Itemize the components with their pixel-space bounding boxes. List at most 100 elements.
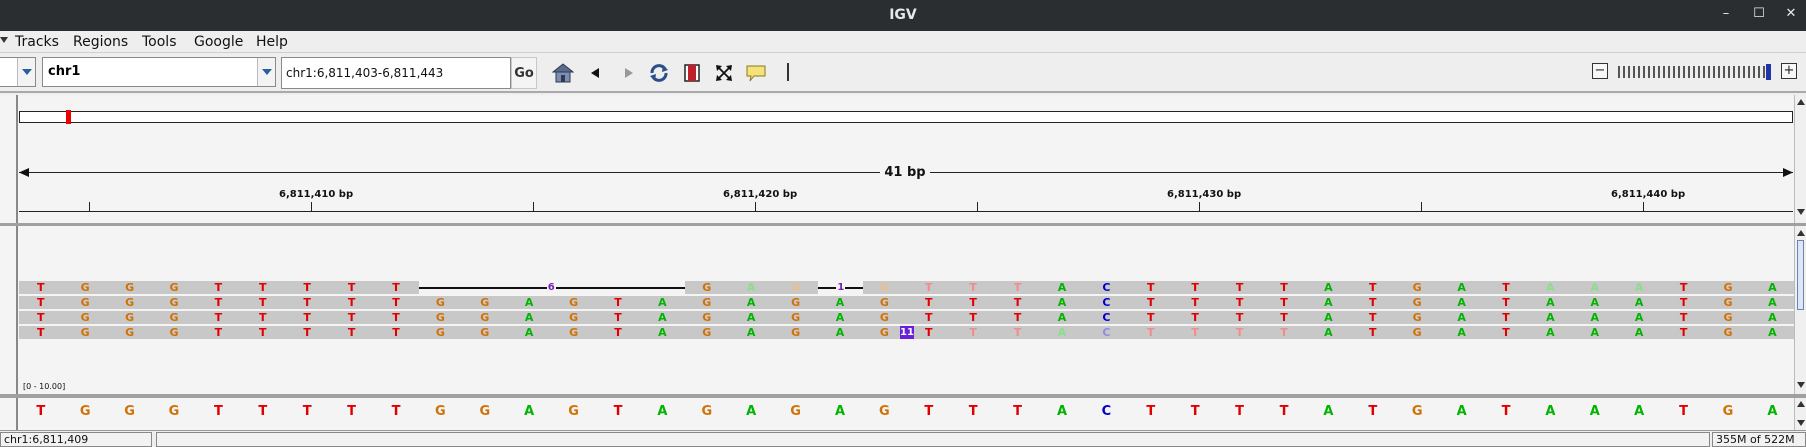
reference-base-A: A xyxy=(1589,404,1600,419)
header-scrollbar[interactable] xyxy=(1794,95,1806,223)
locus-box[interactable] xyxy=(281,57,511,89)
chromosome-select[interactable]: chr1 xyxy=(42,57,276,87)
locus-input[interactable] xyxy=(282,58,510,88)
refresh-icon[interactable] xyxy=(648,63,670,83)
zoom-out-button[interactable]: − xyxy=(1592,63,1608,79)
zoom-level-tick[interactable] xyxy=(1648,66,1650,78)
panel-divider[interactable] xyxy=(0,223,1806,226)
zoom-level-tick[interactable] xyxy=(1618,66,1620,78)
zoom-level-tick[interactable] xyxy=(1623,66,1625,78)
base-A: A xyxy=(658,296,667,309)
menu-tracks[interactable]: Tracks xyxy=(15,34,59,50)
read-segment[interactable] xyxy=(19,281,419,294)
base-A: A xyxy=(524,296,534,309)
minimize-icon[interactable]: – xyxy=(1722,6,1730,21)
zoom-level-tick[interactable] xyxy=(1678,66,1680,78)
menu-overflow-icon[interactable] xyxy=(0,37,8,43)
zoom-level-tick[interactable] xyxy=(1673,66,1675,78)
base-A: A xyxy=(1546,326,1555,339)
scroll-down-icon[interactable] xyxy=(1797,382,1805,388)
resize-icon[interactable] xyxy=(713,63,735,83)
forward-icon[interactable] xyxy=(617,63,639,83)
zoom-level-tick[interactable] xyxy=(1713,66,1715,78)
zoom-level-tick[interactable] xyxy=(1628,66,1630,78)
base-G: G xyxy=(80,311,90,324)
sequence-scrollbar[interactable] xyxy=(1794,398,1806,430)
zoom-level-tick[interactable] xyxy=(1643,66,1645,78)
zoom-level-tick[interactable] xyxy=(1698,66,1700,78)
base-G: G xyxy=(1412,296,1422,309)
menu-tools[interactable]: Tools xyxy=(142,34,177,50)
genome-select[interactable] xyxy=(0,57,36,87)
zoom-level-tick[interactable] xyxy=(1723,66,1725,78)
chevron-down-icon[interactable] xyxy=(17,58,35,86)
chevron-down-icon[interactable] xyxy=(257,58,275,86)
status-bar: chr1:6,811,409 355M of 522M xyxy=(0,430,1806,447)
status-position: chr1:6,811,409 xyxy=(0,432,152,447)
zoom-level-tick[interactable] xyxy=(1703,66,1705,78)
base-T: T xyxy=(37,326,45,339)
read-segment[interactable] xyxy=(19,311,1795,324)
chromosome-ideogram[interactable] xyxy=(19,110,1793,124)
reference-base-T: T xyxy=(1368,404,1378,419)
zoom-level-tick[interactable] xyxy=(1718,66,1720,78)
base-A: A xyxy=(1057,311,1067,324)
zoom-level-tick[interactable] xyxy=(1683,66,1685,78)
go-button[interactable]: Go xyxy=(511,57,537,89)
alignment-scrollbar[interactable] xyxy=(1794,226,1806,394)
name-panel-divider xyxy=(16,398,18,430)
zoom-level-tick[interactable] xyxy=(1758,66,1760,78)
reference-base-T: T xyxy=(391,404,401,419)
read-segment[interactable] xyxy=(862,281,1795,294)
zoom-thumb[interactable] xyxy=(1766,64,1771,80)
zoom-level-tick[interactable] xyxy=(1668,66,1670,78)
base-A: A xyxy=(746,326,756,339)
zoom-level-tick[interactable] xyxy=(1663,66,1665,78)
base-A: A xyxy=(1590,296,1600,309)
roi-icon[interactable] xyxy=(681,63,703,83)
scroll-down-icon[interactable] xyxy=(1797,420,1805,426)
zoom-level-tick[interactable] xyxy=(1638,66,1640,78)
zoom-level-tick[interactable] xyxy=(1763,66,1765,78)
popup-text-icon[interactable] xyxy=(745,63,767,83)
insertion-marker[interactable]: 11 xyxy=(900,326,914,339)
reference-base-T: T xyxy=(924,404,934,419)
scroll-thumb[interactable] xyxy=(1797,240,1804,310)
zoom-level-tick[interactable] xyxy=(1693,66,1695,78)
read-segment[interactable] xyxy=(19,296,1795,309)
zoom-in-button[interactable]: + xyxy=(1781,63,1797,79)
zoom-level-tick[interactable] xyxy=(1633,66,1635,78)
zoom-level-tick[interactable] xyxy=(1653,66,1655,78)
zoom-level-tick[interactable] xyxy=(1748,66,1750,78)
close-icon[interactable]: ✕ xyxy=(1785,6,1797,21)
read-segment[interactable] xyxy=(685,281,819,294)
data-range-label: [0 - 10.00] xyxy=(23,382,66,391)
scroll-down-icon[interactable] xyxy=(1797,209,1805,215)
home-icon[interactable] xyxy=(552,63,574,83)
scroll-up-icon[interactable] xyxy=(1797,230,1805,236)
zoom-level-tick[interactable] xyxy=(1728,66,1730,78)
zoom-level-tick[interactable] xyxy=(1738,66,1740,78)
menu-help[interactable]: Help xyxy=(256,34,288,50)
zoom-level-tick[interactable] xyxy=(1708,66,1710,78)
base-A: A xyxy=(1768,281,1777,294)
reference-base-G: G xyxy=(1722,404,1734,419)
base-T: T xyxy=(1235,326,1244,339)
maximize-icon[interactable]: ☐ xyxy=(1753,6,1765,21)
base-G: G xyxy=(879,311,889,324)
base-T: T xyxy=(1280,311,1288,324)
reference-base-G: G xyxy=(479,404,491,419)
menu-regions[interactable]: Regions xyxy=(73,34,129,50)
panel-divider[interactable] xyxy=(0,394,1806,398)
zoom-level-tick[interactable] xyxy=(1733,66,1735,78)
zoom-level-tick[interactable] xyxy=(1743,66,1745,78)
menu-google[interactable]: Google xyxy=(194,34,244,50)
zoom-level-tick[interactable] xyxy=(1688,66,1690,78)
scroll-up-icon[interactable] xyxy=(1797,401,1805,407)
scroll-up-icon[interactable] xyxy=(1797,99,1805,105)
zoom-level-tick[interactable] xyxy=(1658,66,1660,78)
base-A: A xyxy=(1768,311,1777,324)
back-icon[interactable] xyxy=(585,63,607,83)
zoom-level-tick[interactable] xyxy=(1753,66,1755,78)
base-G: G xyxy=(80,281,90,294)
